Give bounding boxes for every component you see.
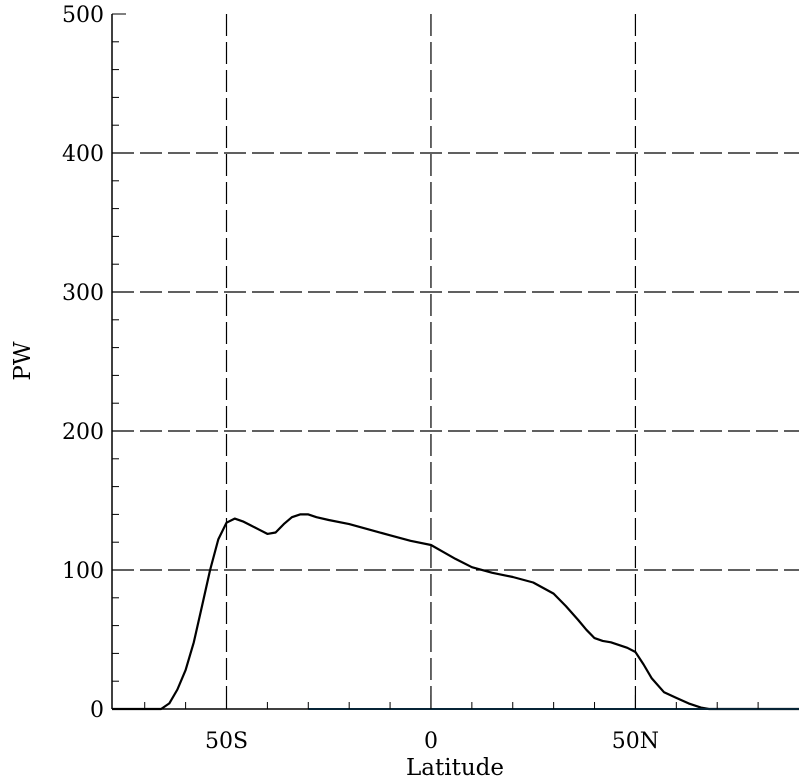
y-tick-label: 500: [62, 3, 104, 28]
y-tick-label: 0: [90, 698, 104, 723]
series-line-1: [112, 513, 799, 711]
x-tick-label: 50S: [205, 729, 248, 754]
y-tick-label: 400: [62, 142, 104, 167]
x-axis-label: Latitude: [406, 755, 504, 781]
y-axis-label: PW: [10, 341, 36, 380]
y-tick-label: 200: [62, 420, 104, 445]
x-tick-label: 50N: [612, 729, 659, 754]
y-tick-label: 100: [62, 559, 104, 584]
x-tick-label: 0: [424, 729, 438, 754]
y-tick-label: 300: [62, 281, 104, 306]
